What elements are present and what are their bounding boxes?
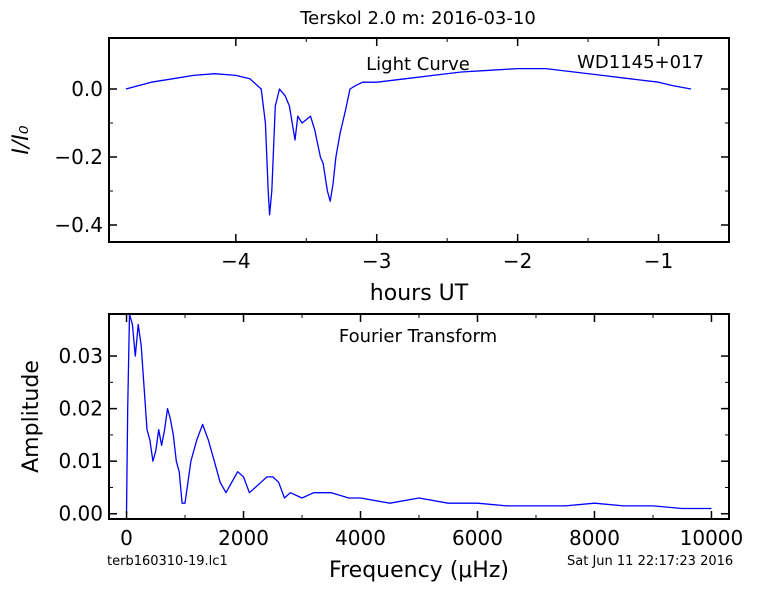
y-tick-label: 0.00 bbox=[58, 502, 103, 526]
y-tick-label: 0.01 bbox=[58, 449, 103, 473]
x-tick-label: 10000 bbox=[680, 526, 744, 550]
series-line-0 bbox=[125, 67, 692, 216]
x-axis-label: Frequency (μHz) bbox=[329, 558, 509, 583]
y-axis-label: I/I₀ bbox=[9, 125, 34, 154]
y-tick-label: −0.4 bbox=[54, 213, 103, 237]
y-tick-label: 0.0 bbox=[71, 77, 103, 101]
x-tick-label: 4000 bbox=[335, 526, 386, 550]
figure-title: Terskol 2.0 m: 2016-03-10 bbox=[300, 8, 536, 29]
panel-annotation: Fourier Transform bbox=[339, 326, 497, 347]
light-curve-panel: −4 −3 −2 −1 0.0 −0.2 −0.4 Light Curve WD1145+017… bbox=[9, 37, 730, 306]
x-tick-label: 0 bbox=[120, 526, 133, 550]
series-line-0 bbox=[125, 314, 712, 514]
x-tick-label: 2000 bbox=[218, 526, 269, 550]
panel-annotation: Light Curve bbox=[366, 54, 470, 75]
y-tick-label: −0.2 bbox=[54, 145, 103, 169]
x-tick-label: 6000 bbox=[452, 526, 503, 550]
x-tick-label: −3 bbox=[362, 249, 391, 273]
fourier-transform-panel: 0 2000 4000 6000 8000 10000 0.00 0.01 0.02 0.03 Fo… bbox=[19, 313, 744, 583]
y-tick-label: 0.02 bbox=[58, 397, 103, 421]
x-tick-label: −1 bbox=[644, 249, 673, 273]
x-tick-label: 8000 bbox=[569, 526, 620, 550]
footer-filename: terb160310-19.lc1 bbox=[107, 554, 228, 569]
y-axis-label: Amplitude bbox=[19, 360, 44, 473]
object-label: WD1145+017 bbox=[577, 52, 704, 73]
y-tick-label: 0.03 bbox=[58, 344, 103, 368]
x-tick-label: −4 bbox=[221, 249, 250, 273]
footer-timestamp: Sat Jun 11 22:17:23 2016 bbox=[567, 554, 734, 569]
x-tick-label: −2 bbox=[503, 249, 532, 273]
x-axis-label: hours UT bbox=[370, 281, 469, 306]
axes-frame bbox=[108, 37, 730, 243]
